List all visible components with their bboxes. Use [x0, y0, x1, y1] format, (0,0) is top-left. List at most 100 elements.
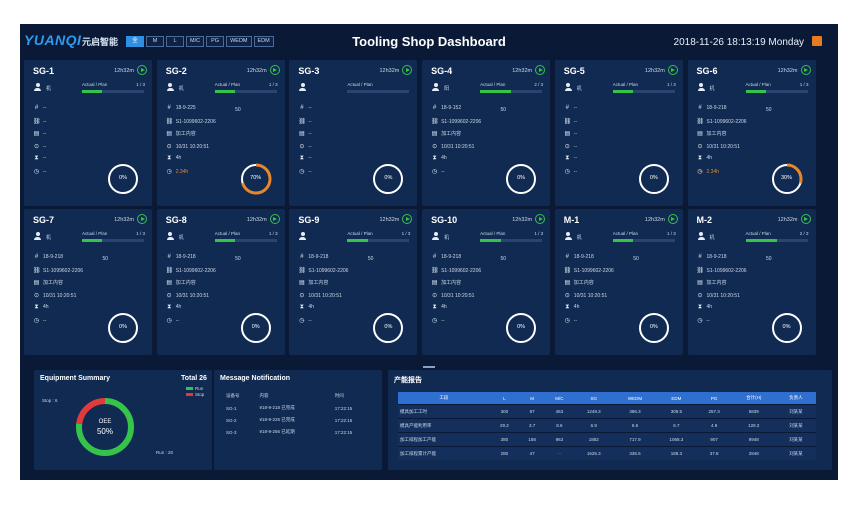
message-row[interactable]: SG-2 ¥18-9-225 已完成 17:22:15	[224, 414, 374, 426]
machine-runtime: 12h32m	[644, 217, 665, 223]
info-row: ⧗ --	[298, 155, 312, 162]
exit-icon[interactable]	[812, 36, 822, 46]
actual-plan-label: Actual / Plan	[745, 82, 771, 87]
operator-name: 机	[576, 235, 582, 241]
actual-plan-label: Actual / Plan	[347, 231, 373, 236]
play-icon[interactable]	[269, 214, 280, 224]
info-value: 加工内容	[43, 280, 64, 286]
info-row: ⧗ 4h	[564, 304, 580, 311]
timer-icon: ◷	[33, 317, 40, 324]
info-value: 10/31 10:20:51	[573, 292, 608, 299]
info-row: ⧗ 4h	[431, 304, 446, 311]
info-value: --	[573, 317, 578, 324]
play-icon[interactable]	[667, 65, 678, 75]
machine-card[interactable]: SG-7 12h32m 机 Actual / Plan 1 / 3 #18-9-218 ⛓ S…	[24, 209, 152, 355]
play-icon[interactable]	[137, 214, 147, 224]
info-value: --	[308, 317, 312, 324]
hourglass-icon: ⧗	[299, 304, 304, 310]
machine-name: M-2	[696, 215, 713, 225]
messages-header-cell: 设备号	[226, 393, 240, 398]
production-cell: 3.7	[518, 418, 546, 433]
filter-tab[interactable]: L	[166, 36, 184, 47]
timer-icon: ◷	[299, 168, 305, 175]
production-row: 加工排程累计产能 280 47—1625.3 336.5 188.3 37.8 2848 刘某…	[398, 446, 816, 460]
play-icon[interactable]	[402, 65, 413, 75]
clock-icon: ⊙	[299, 292, 305, 299]
filter-tab[interactable]: M	[146, 36, 164, 47]
oee-value: 0%	[251, 324, 260, 330]
operator-name: 机	[178, 86, 184, 92]
machine-card[interactable]: SG-10 12h32m 机 Actual / Plan 1 / 3 #18-9-218 ⛓…	[422, 209, 551, 355]
message-notification-panel: Message Notification 设备号 内容 时间 SG-1 ¥18-9-2…	[214, 370, 382, 470]
info-value: 4h	[573, 304, 580, 310]
progress-bar	[82, 239, 144, 242]
mold-icon: ⛓	[298, 267, 307, 274]
alarm-value: 2.34h	[706, 168, 720, 175]
donut-stop-arc	[76, 398, 134, 456]
info-row: ◷	[697, 168, 707, 175]
info-value: 18-9-218	[441, 254, 462, 260]
info-value: --	[573, 168, 578, 175]
oee-ring: 70%	[239, 162, 273, 196]
oee-ring-track	[108, 164, 138, 194]
machine-card[interactable]: SG-1 12h32m 机 Actual / Plan 1 / 3 # -- ⛓ -- ▤ -- ⊙ -…	[24, 60, 152, 206]
actual-plan-label: Actual / Plan	[82, 82, 108, 87]
process-icon: ▤	[431, 280, 438, 286]
machine-name: SG-9	[298, 215, 320, 225]
actual-plan-value: 1 / 3	[136, 82, 145, 87]
info-row: ⧗ 4h	[431, 155, 446, 162]
machine-card[interactable]: SG-8 12h32m 机 Actual / Plan 1 / 3 #18-9-218 ⛓ S…	[156, 209, 285, 355]
production-cell: 336.5	[614, 446, 656, 460]
filter-tab[interactable]: M/C	[186, 36, 205, 47]
process-icon: ▤	[697, 131, 703, 137]
message-cell: 17:22:15	[334, 405, 353, 411]
production-cell: 29.2	[489, 418, 519, 433]
panel-resize-handle[interactable]	[423, 366, 435, 368]
play-icon[interactable]	[800, 214, 811, 224]
play-icon[interactable]	[535, 214, 546, 224]
filter-tab[interactable]: PG	[206, 36, 225, 47]
filter-tab[interactable]: EDM	[253, 36, 274, 47]
info-value: --	[441, 317, 445, 324]
info-row: ▤ 加工内容	[697, 279, 726, 286]
production-cell: 97	[518, 404, 546, 419]
play-icon[interactable]	[800, 65, 811, 75]
hash-icon: #	[300, 105, 304, 111]
play-icon[interactable]	[269, 65, 280, 75]
donut-value: 50%	[96, 427, 113, 436]
hash-icon: #	[565, 254, 569, 260]
info-value: --	[43, 143, 47, 150]
machine-card[interactable]: M-1 12h32m 机 Actual / Plan 1 / 3 #18-9-218 ⛓ S1…	[554, 209, 683, 355]
clock-icon: ⊙	[697, 292, 703, 299]
message-row[interactable]: SG-3 ¥18-9-256 已延期 17:22:15	[224, 426, 374, 438]
machine-card[interactable]: SG-3 12h32m Actual / Plan # -- ⛓ -- ▤ -- ⊙ -- ⧗ -- ◷ -…	[289, 60, 418, 206]
play-icon[interactable]	[402, 214, 413, 224]
info-value: --	[43, 118, 47, 125]
machine-card[interactable]: SG-6 12h32m 机 Actual / Plan 1 / 3 #18-9-218 ⛓ S…	[687, 60, 816, 206]
info-row: #18-9-218	[166, 254, 196, 260]
machine-card[interactable]: SG-2 12h32m 机 Actual / Plan 1 / 3 #18-9-225 ⛓ S…	[156, 60, 285, 206]
machine-card[interactable]: SG-9 12h32m Actual / Plan 1 / 3 #18-9-218 ⛓ S1…	[289, 209, 418, 355]
filter-tab[interactable]: 全	[126, 36, 144, 47]
info-value: --	[308, 143, 312, 150]
info-value: 18-9-218	[308, 254, 329, 260]
production-report-panel: 产能报告 工段 L M M/C SG WEDM EDM PG 合计(H) 负责人 模具加工工时 30…	[388, 370, 832, 470]
oee-ring-arc	[771, 163, 802, 195]
info-row: # --	[298, 105, 312, 111]
play-icon[interactable]	[137, 65, 147, 75]
production-cell: 280	[489, 446, 519, 460]
machine-card[interactable]: M-2 12h32m 机 Actual / Plan 2 / 3 #18-9-218 ⛓ S1…	[687, 209, 816, 355]
filter-tab[interactable]: WEDM	[226, 36, 252, 47]
production-header-cell: 工段	[398, 392, 490, 405]
process-icon: ▤	[564, 280, 571, 286]
oee-value: 70%	[250, 175, 262, 181]
play-icon[interactable]	[535, 65, 546, 75]
production-cell: 2848	[731, 446, 776, 460]
message-row[interactable]: SG-1 ¥18-9-218 已完成 17:22:15	[224, 402, 374, 414]
machine-card[interactable]: SG-4 12h32m 阳 Actual / Plan 2 / 3 #18-9-152 ⛓ S…	[422, 60, 551, 206]
machine-card[interactable]: SG-5 12h32m 机 Actual / Plan 1 / 3 # -- ⛓ -- ▤ -- ⊙ -…	[554, 60, 683, 206]
production-body: 模具加工工时 300 97 463 1249.3 386.3 309.5 257.3 6839 刘…	[398, 404, 816, 460]
info-row: ⛓ S1-1099602-2206	[431, 118, 481, 125]
mold-icon: ⛓	[696, 118, 705, 125]
play-icon[interactable]	[667, 214, 678, 224]
